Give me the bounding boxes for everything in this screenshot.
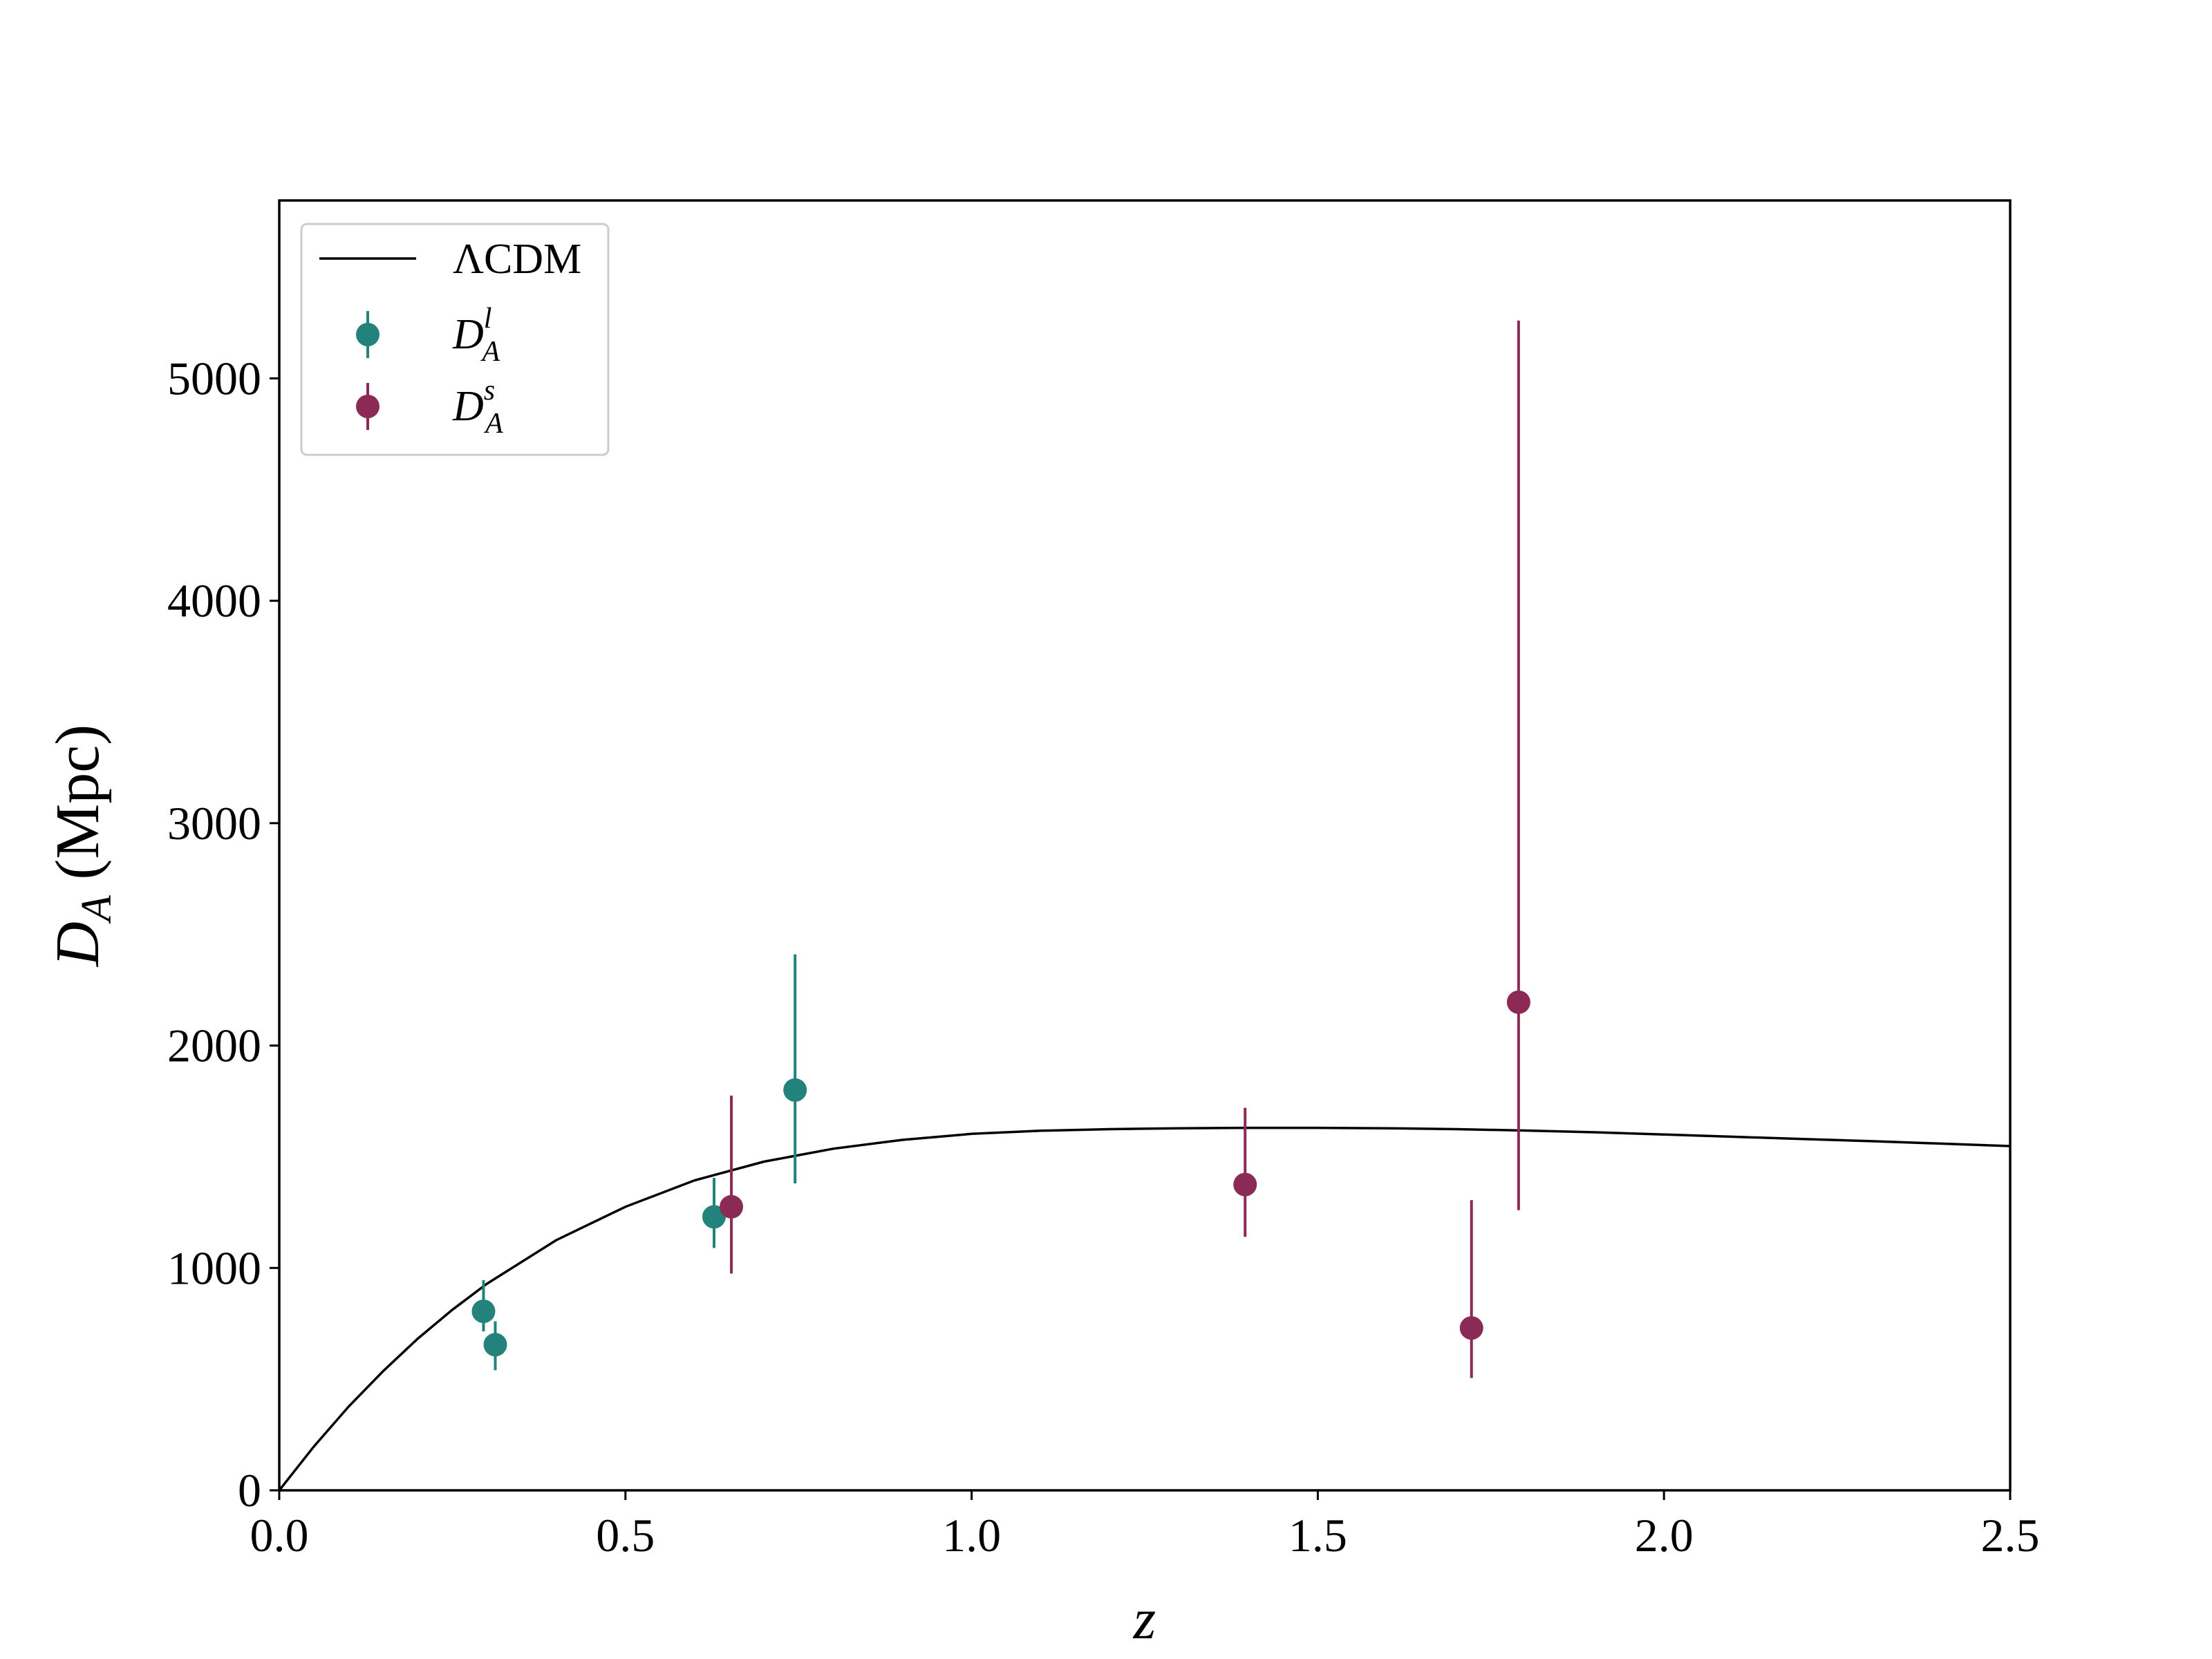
legend-label-main: D [452, 311, 484, 358]
x-tick-label: 0.0 [250, 1509, 309, 1562]
data-point [483, 1333, 507, 1357]
y-tick-label: 3000 [167, 797, 261, 850]
series-lens [471, 954, 807, 1371]
y-axis-label-unit: (Mpc) [44, 724, 112, 895]
axes: 0.0 0.5 1.0 1.5 2.0 2.5 0 1000 2000 3000 4000 5000 z… [44, 199, 2040, 1651]
legend-marker-1 [356, 395, 379, 418]
legend-label-main: D [452, 383, 484, 430]
y-tick-label: 0 [238, 1464, 261, 1517]
legend-label-0: Dl A [452, 303, 500, 368]
y-tick-label: 5000 [167, 352, 261, 404]
y-axis-label-main: D [44, 921, 112, 968]
data-point [783, 1078, 807, 1102]
data-point [720, 1194, 744, 1219]
legend-label-sup: s [484, 375, 495, 406]
legend-label-sub: A [480, 336, 500, 368]
x-axis-label: z [1133, 1587, 1156, 1651]
x-tick-label: 2.5 [1981, 1509, 2040, 1562]
axes-frame [278, 199, 2012, 1492]
plot-area [279, 320, 2010, 1490]
data-point [1506, 990, 1530, 1014]
y-axis-label: DA (Mpc) [44, 724, 120, 968]
legend-marker-0 [356, 323, 379, 346]
legend-label-1: Ds A [452, 375, 503, 440]
legend-label-sub: A [483, 408, 503, 440]
x-tick-label: 1.5 [1288, 1509, 1347, 1562]
x-tick-label: 2.0 [1635, 1509, 1694, 1562]
y-tick-label: 2000 [167, 1020, 261, 1072]
data-point [471, 1300, 496, 1324]
y-tick-label: 4000 [167, 574, 261, 627]
data-point [1233, 1172, 1257, 1197]
x-tick-label: 1.0 [942, 1509, 1001, 1562]
data-point [1459, 1316, 1483, 1340]
data-point [702, 1205, 727, 1229]
lcdm-curve [279, 1126, 2010, 1490]
y-tick-label: 1000 [167, 1241, 261, 1294]
legend-box [300, 223, 610, 456]
series-source [720, 320, 1530, 1378]
y-axis-label-sub: A [73, 894, 120, 924]
legend-label-lcdm: ΛCDM [453, 236, 581, 283]
legend-label-sup: l [484, 303, 492, 335]
x-tick-label: 0.5 [596, 1509, 655, 1562]
